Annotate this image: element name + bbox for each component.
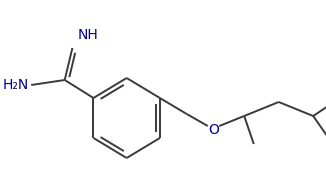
Text: H₂N: H₂N [3,78,29,92]
Text: O: O [208,123,219,137]
Text: NH: NH [77,28,98,42]
